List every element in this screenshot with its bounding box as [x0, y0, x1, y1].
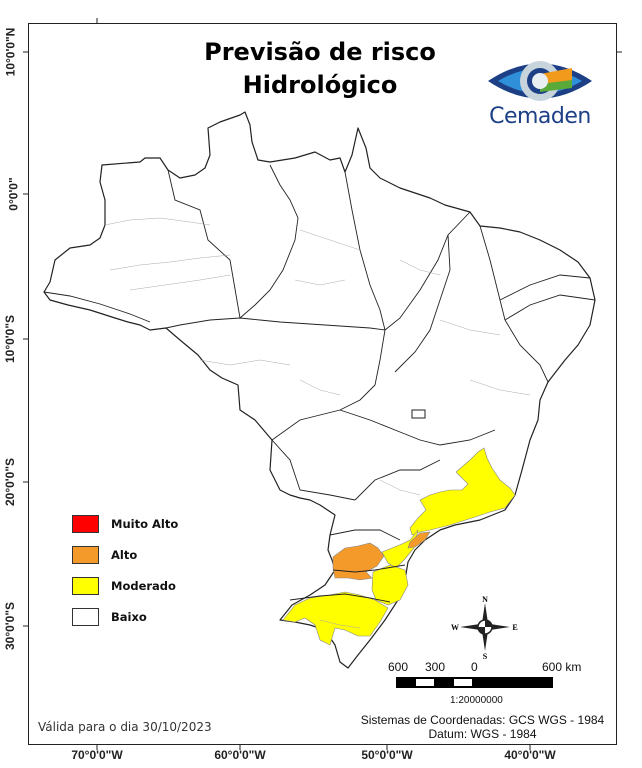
validity-date: Válida para o dia 30/10/2023: [38, 720, 212, 734]
coordinate-system: Sistemas de Coordenadas: GCS WGS - 1984 …: [350, 713, 615, 741]
scale-label-600-left: 600: [388, 660, 409, 674]
swatch-muito-alto: [72, 514, 99, 533]
swatch-alto: [72, 545, 99, 564]
x-tick-40w: 40°0'0"W: [504, 748, 556, 762]
state-borders: [43, 164, 596, 603]
scale-label-300: 300: [425, 660, 446, 674]
crs-line-2: Datum: WGS - 1984: [428, 727, 537, 741]
legend-label: Alto: [111, 547, 138, 562]
title-line-2: Hidrológico: [242, 71, 398, 99]
compass-rose-icon: N S W E: [451, 595, 518, 660]
scale-label-600km: 600 km: [542, 660, 582, 674]
x-tick-60w: 60°0'0"W: [214, 748, 266, 762]
regional-borders: [104, 217, 531, 629]
scale-label-0: 0: [471, 660, 478, 674]
compass-n: N: [482, 595, 488, 604]
cemaden-eye-logo-icon: [488, 61, 592, 101]
legend-label: Moderado: [111, 578, 176, 593]
legend-item-baixo: Baixo: [72, 601, 178, 632]
compass-w: W: [451, 623, 459, 632]
swatch-moderado: [72, 576, 99, 595]
legend-label: Muito Alto: [111, 516, 179, 531]
legend: Muito Alto Alto Moderado Baixo: [72, 508, 178, 632]
scale-ratio: 1:20000000: [450, 695, 503, 706]
title-line-1: Previsão de risco: [204, 38, 436, 66]
federal-district: [411, 409, 426, 419]
swatch-baixo: [72, 607, 99, 626]
compass-s: S: [483, 652, 488, 660]
legend-label: Baixo: [111, 609, 147, 624]
compass-e: E: [512, 623, 517, 632]
map-title: Previsão de risco Hidrológico: [150, 36, 490, 102]
crs-line-1: Sistemas de Coordenadas: GCS WGS - 1984: [360, 713, 605, 727]
legend-item-alto: Alto: [72, 539, 178, 570]
legend-item-moderado: Moderado: [72, 570, 178, 601]
legend-item-muito-alto: Muito Alto: [72, 508, 178, 539]
scale-bar: [396, 677, 553, 688]
x-tick-50w: 50°0'0"W: [361, 748, 413, 762]
logo-text: Cemaden: [489, 104, 591, 129]
risk-moderado-regions: [282, 447, 516, 646]
x-tick-70w: 70°0'0"W: [71, 748, 123, 762]
